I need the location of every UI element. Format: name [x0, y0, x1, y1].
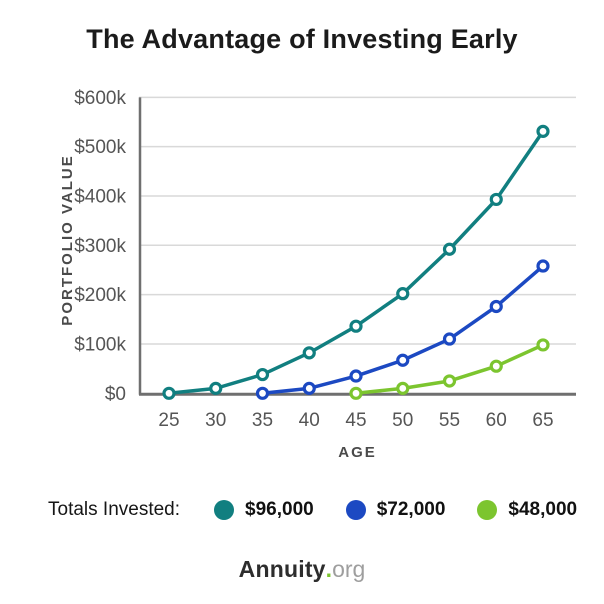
legend-label: $96,000 — [245, 499, 314, 520]
data-point-invested-96k — [162, 386, 176, 400]
x-tick-label: 65 — [532, 410, 553, 431]
data-point-invested-72k — [255, 386, 270, 400]
legend: Totals Invested: $96,000 $72,000 $48,000 — [48, 497, 584, 523]
legend-dot-icon — [214, 500, 235, 520]
x-tick-label: 55 — [439, 410, 460, 431]
data-point-invested-72k — [302, 381, 316, 395]
data-point-invested-96k — [302, 346, 316, 360]
legend-label: $72,000 — [376, 499, 446, 520]
y-tick-label: $400k — [74, 186, 126, 207]
data-point-invested-96k — [349, 319, 363, 333]
legend-item: $72,000 — [345, 499, 446, 521]
y-tick-label: $300k — [74, 236, 126, 257]
x-tick-label: 25 — [158, 410, 179, 431]
data-point-invested-72k — [396, 353, 410, 367]
x-tick-label: 30 — [205, 410, 226, 431]
data-point-invested-72k — [442, 332, 457, 346]
data-point-invested-96k — [442, 242, 457, 256]
data-point-invested-48k — [442, 374, 457, 388]
y-tick-label: $100k — [74, 334, 126, 355]
legend-title: Totals Invested: — [48, 499, 181, 520]
data-point-invested-96k — [209, 381, 223, 395]
legend-dot-icon — [477, 500, 498, 520]
x-tick-label: 60 — [486, 410, 507, 431]
x-tick-label: 50 — [392, 410, 413, 431]
series-line-invested-96k — [167, 129, 545, 396]
x-axis-title: AGE — [338, 444, 377, 461]
data-point-invested-96k — [255, 367, 270, 382]
legend-dot-icon — [345, 500, 366, 520]
data-point-invested-96k — [536, 124, 550, 138]
data-point-invested-72k — [489, 299, 503, 314]
y-tick-label: $500k — [74, 137, 126, 158]
y-tick-label: $200k — [74, 285, 126, 306]
y-tick-label: $0 — [105, 384, 126, 405]
data-point-invested-48k — [536, 338, 550, 352]
data-point-invested-96k — [396, 287, 410, 301]
legend-item: $96,000 — [214, 499, 314, 521]
line-chart: $0 $100k $200k $300k $400k $500k $600k 25 30 35 40… — [59, 88, 576, 461]
legend-items: $96,000 $72,000 $48,000 — [214, 499, 604, 521]
brand-dot: . — [325, 556, 333, 582]
series-line-invested-72k — [260, 264, 545, 396]
brand-suffix: org — [332, 556, 366, 582]
data-point-invested-96k — [489, 192, 503, 207]
data-point-invested-48k — [396, 381, 410, 395]
x-tick-label: 35 — [252, 410, 273, 431]
y-tick-label: $600k — [74, 88, 126, 109]
data-point-invested-48k — [349, 386, 363, 400]
data-point-invested-72k — [536, 259, 550, 273]
y-axis-title: PORTFOLIO VALUE — [59, 154, 76, 325]
x-tick-label: 45 — [345, 410, 366, 431]
brand-logo: Annuity.org — [0, 556, 604, 583]
chart-title: The Advantage of Investing Early — [86, 24, 518, 54]
brand-name: Annuity — [238, 556, 326, 582]
data-point-invested-72k — [349, 369, 363, 383]
legend-label: $48,000 — [508, 499, 578, 520]
x-tick-label: 40 — [299, 410, 320, 431]
legend-item: $48,000 — [477, 499, 577, 521]
data-point-invested-48k — [489, 359, 503, 373]
